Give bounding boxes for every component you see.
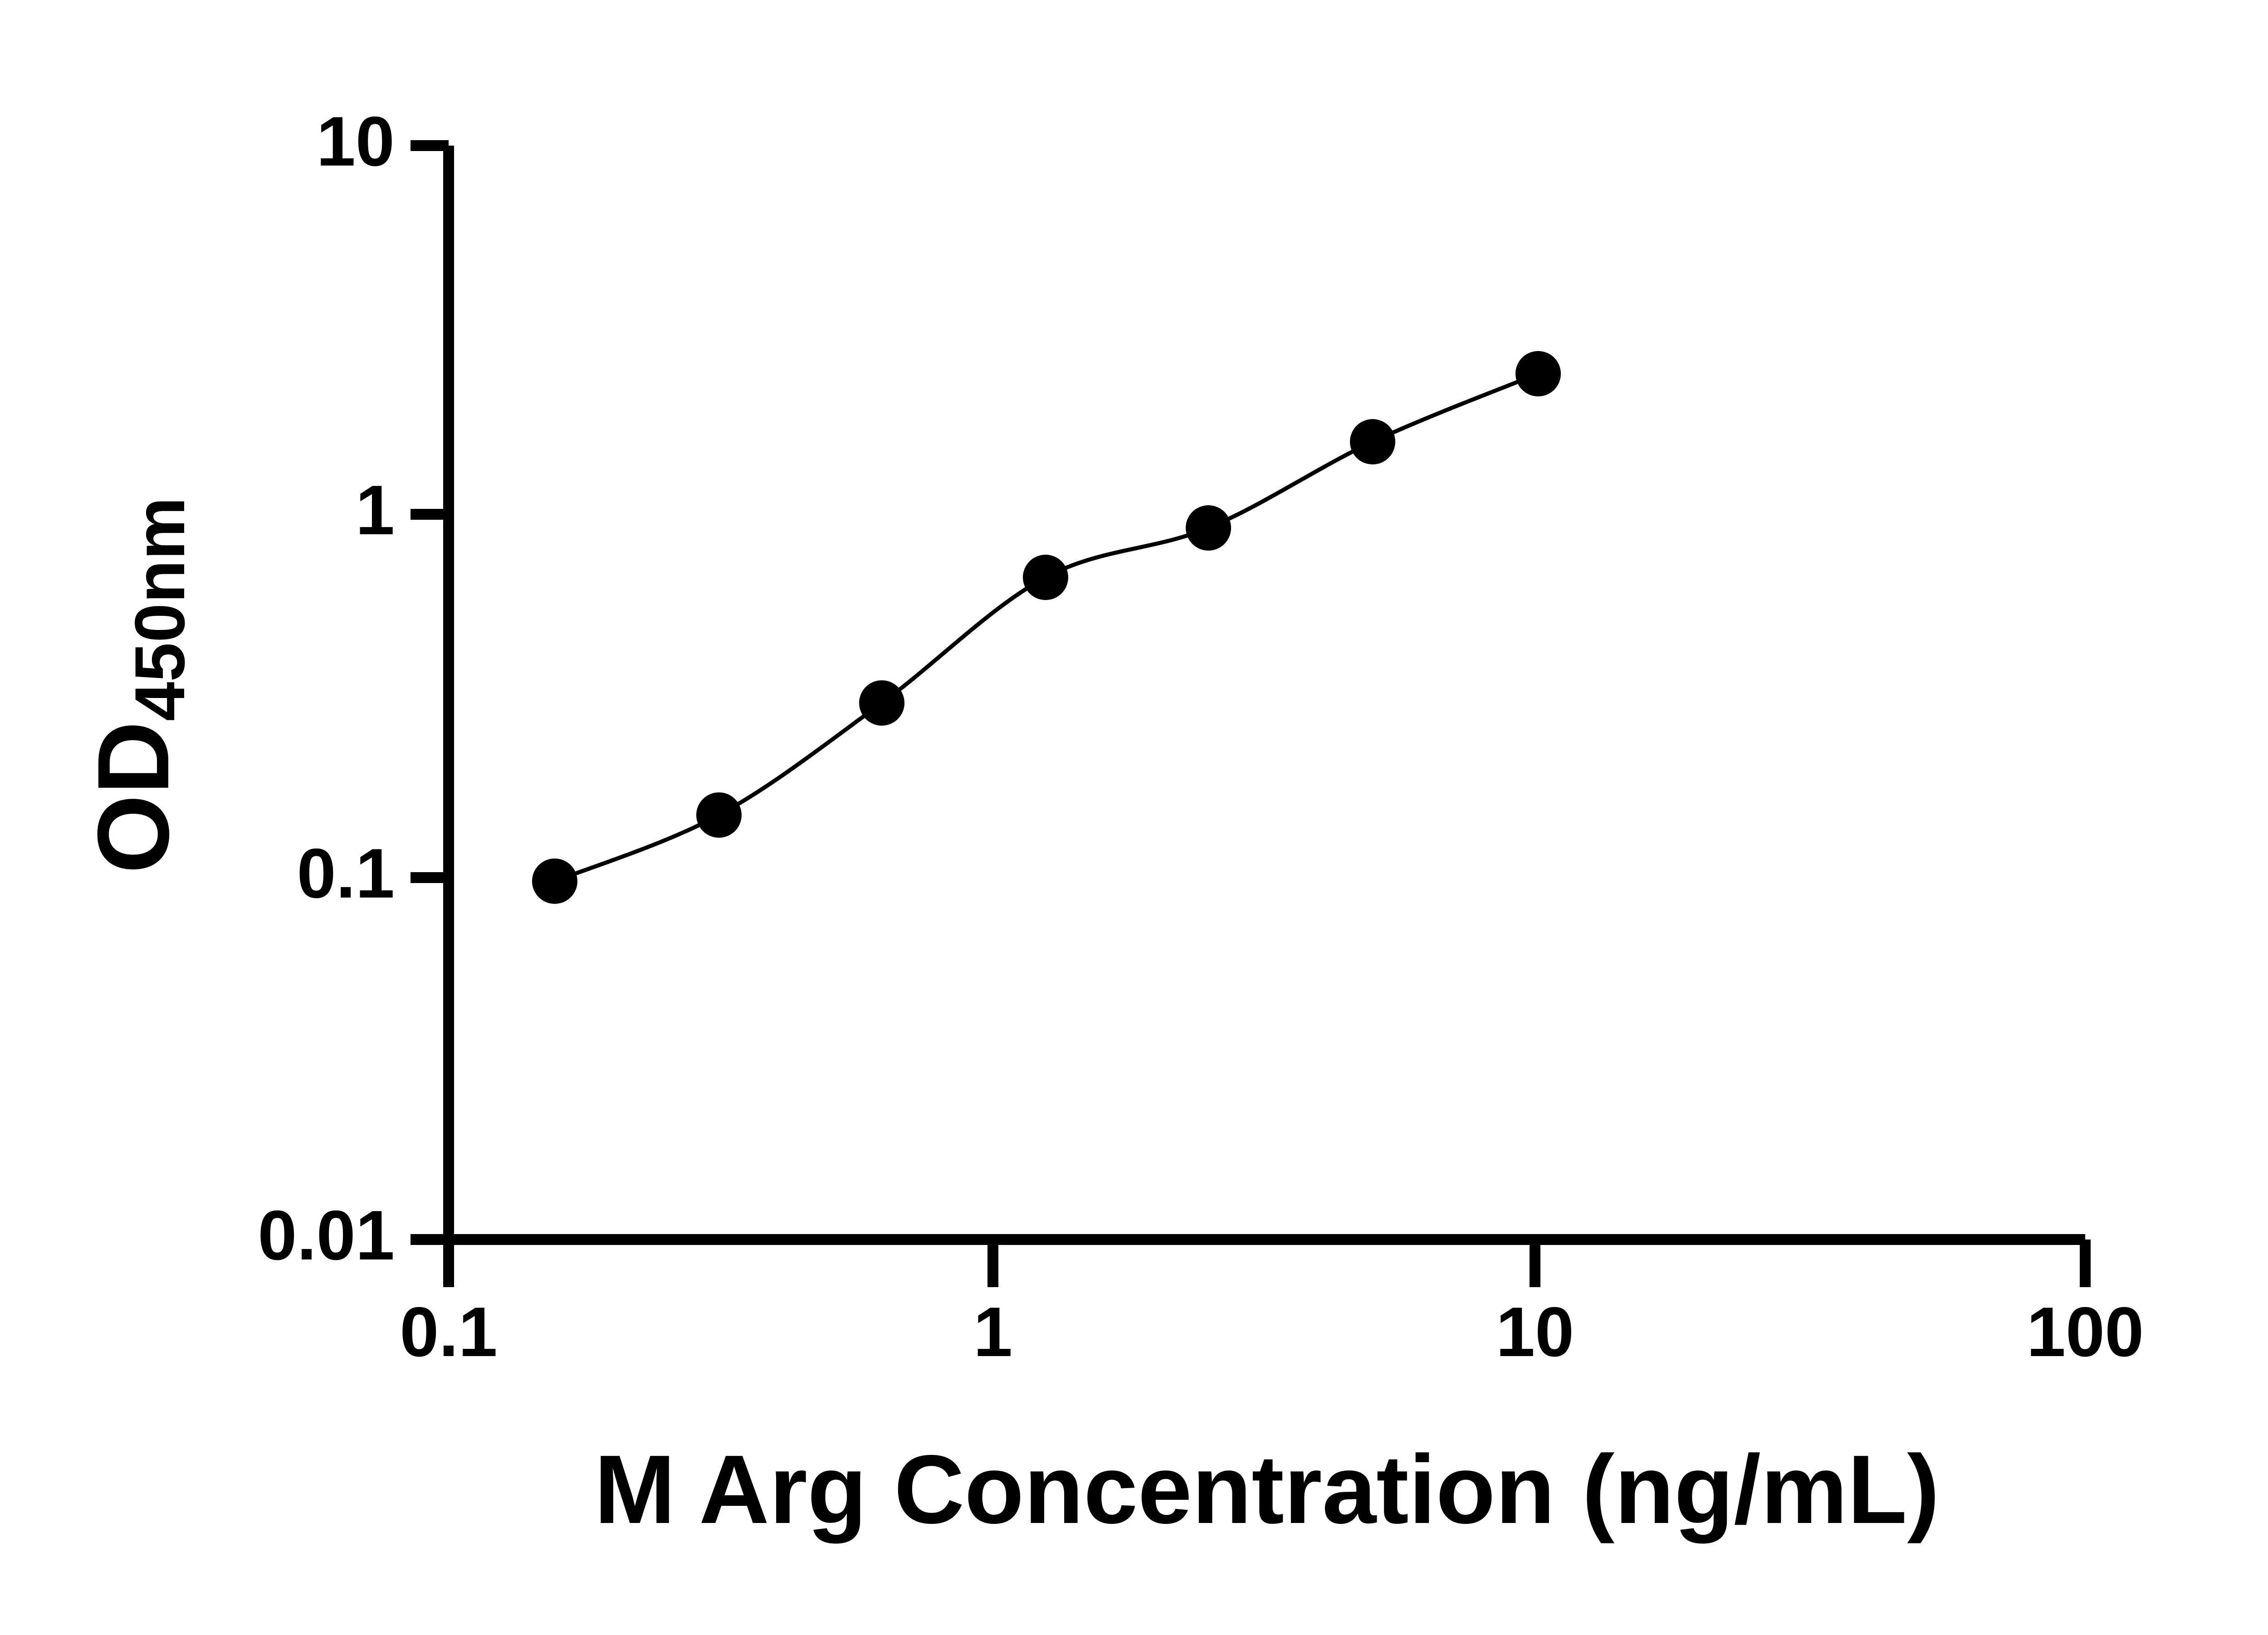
- svg-text:OD450nm: OD450nm: [77, 497, 200, 874]
- svg-text:10: 10: [1496, 1293, 1574, 1371]
- svg-text:100: 100: [2027, 1293, 2144, 1371]
- svg-text:1: 1: [973, 1293, 1012, 1371]
- svg-text:10: 10: [317, 102, 395, 181]
- svg-text:0.01: 0.01: [258, 1196, 395, 1274]
- svg-text:0.1: 0.1: [297, 834, 395, 913]
- svg-text:0.1: 0.1: [400, 1293, 497, 1371]
- svg-text:1: 1: [356, 471, 395, 549]
- svg-text:M Arg Concentration (ng/mL): M Arg Concentration (ng/mL): [594, 1435, 1940, 1544]
